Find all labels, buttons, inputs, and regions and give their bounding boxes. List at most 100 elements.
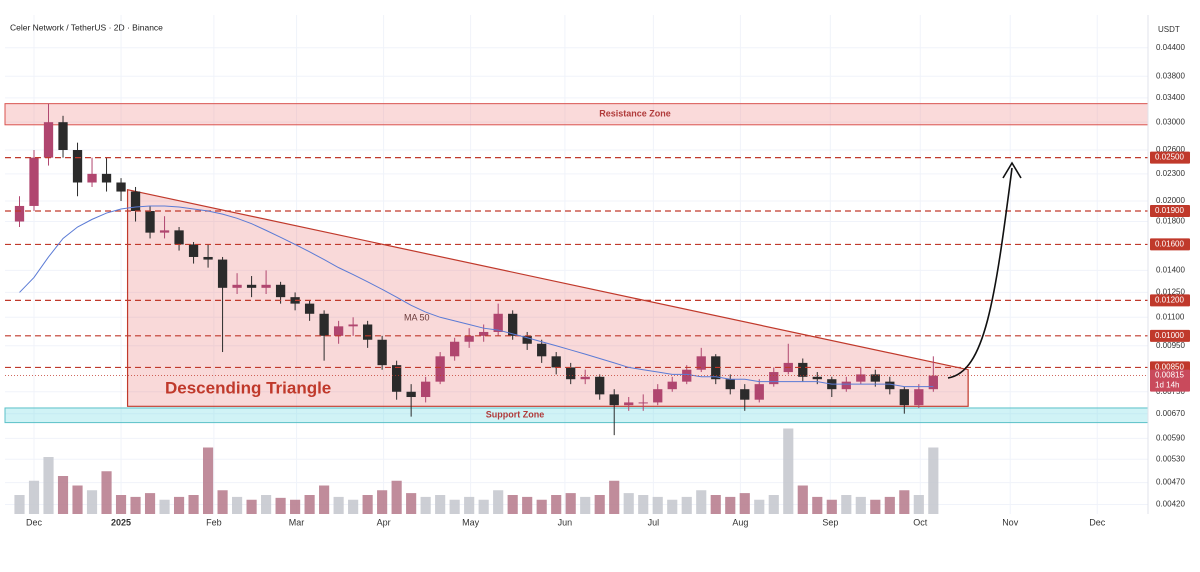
volume-bar (202, 447, 214, 514)
candle-body (595, 376, 605, 395)
volume-bar (362, 495, 373, 514)
volume-bar (232, 496, 243, 514)
y-tick-label: 0.00470 (1156, 478, 1185, 487)
resistance-zone (4, 103, 1149, 126)
last-price-box (1150, 369, 1190, 392)
candles (14, 103, 938, 436)
candle-body (435, 356, 445, 382)
candle-body (188, 244, 199, 257)
projection-arrow (947, 167, 1013, 379)
candle-body (348, 324, 358, 327)
volume-bar (144, 493, 156, 514)
volume-bar (348, 499, 359, 514)
volume-bar (565, 493, 576, 514)
volume-bar (855, 496, 866, 514)
candle-body (319, 313, 329, 336)
x-tick-label: 2025 (111, 517, 131, 527)
candle-body (377, 339, 387, 366)
volume-bar (14, 495, 25, 514)
volume-bar (710, 495, 721, 514)
candle-body (406, 391, 416, 398)
volume-bar (333, 496, 344, 514)
candle-body (130, 191, 141, 212)
volume-bar (768, 495, 779, 514)
volume-bar (638, 495, 649, 514)
grid (5, 15, 1148, 514)
level-label-box (1150, 238, 1190, 251)
candle-body (391, 365, 402, 392)
candle-body (638, 402, 648, 404)
resistance-zone-label: Resistance Zone (599, 109, 671, 119)
volume-bar (159, 499, 170, 514)
volume-bar (449, 499, 460, 514)
x-tick-label: Dec (1089, 517, 1106, 527)
volume-bar (420, 496, 431, 514)
y-tick-label: 0.01250 (1156, 288, 1185, 297)
candle-body (841, 381, 851, 390)
candle-body (232, 284, 242, 288)
candle-body (43, 122, 54, 158)
axis-unit: USDT (1158, 25, 1180, 34)
candle-body (174, 230, 184, 245)
x-tick-label: Sep (822, 517, 838, 527)
candle-body (362, 324, 373, 340)
volume-bar (377, 490, 388, 514)
x-tick-label: Mar (289, 517, 305, 527)
x-tick-label: Jul (648, 517, 660, 527)
last-price-label: 0.00815 (1155, 371, 1184, 380)
candle-body (479, 331, 489, 336)
volume-bar (551, 495, 562, 514)
volume-bar (290, 499, 301, 514)
candle-body (145, 211, 155, 233)
volume-bar (609, 480, 620, 514)
volume-bar (406, 493, 417, 514)
volume-bar (783, 428, 794, 514)
y-tick-label: 0.02300 (1156, 169, 1185, 178)
y-tick-label: 0.02000 (1156, 196, 1185, 205)
candle-body (551, 356, 561, 368)
level-label: 0.01200 (1155, 295, 1184, 304)
level-label: 0.02500 (1155, 153, 1184, 162)
candle-body (72, 150, 83, 183)
candle-body (275, 284, 286, 298)
candle-body (537, 343, 547, 357)
candle-body (667, 381, 677, 390)
level-label: 0.01900 (1155, 206, 1184, 215)
candle-body (769, 372, 779, 385)
x-tick-label: Feb (206, 517, 222, 527)
x-tick-label: Jun (558, 517, 573, 527)
y-tick-label: 0.01400 (1156, 265, 1185, 274)
candle-body (653, 389, 663, 403)
axis: 0.04400 0.03800 0.03400 0.03000 0.02600 0.023… (26, 43, 1190, 527)
volume-bar (507, 495, 518, 514)
x-tick-label: Aug (732, 517, 748, 527)
volume (14, 428, 939, 514)
candle-body (203, 256, 213, 260)
candle-body (493, 313, 503, 332)
volume-bar (275, 497, 286, 514)
volume-bar (797, 485, 808, 514)
candle-body (580, 376, 590, 380)
volume-bar (580, 496, 591, 514)
volume-bar (899, 490, 910, 514)
candle-body (740, 389, 750, 400)
y-tick-label: 0.03400 (1156, 93, 1185, 102)
candle-body (624, 402, 634, 406)
y-tick-label: 0.03000 (1156, 117, 1185, 126)
volume-bar (391, 480, 402, 514)
x-tick-label: Nov (1002, 517, 1019, 527)
volume-bar (928, 447, 939, 514)
candle-body (421, 381, 431, 398)
y-tick-label: 0.01100 (1156, 312, 1185, 321)
volume-bar (319, 485, 330, 514)
y-tick-label: 0.04400 (1156, 43, 1185, 52)
volume-bar (217, 490, 228, 514)
volume-bar (623, 493, 634, 514)
candle-body (101, 173, 112, 183)
y-tick-label: 0.00590 (1156, 434, 1185, 443)
level-label: 0.01600 (1155, 240, 1184, 249)
candle-body (159, 230, 170, 233)
candle-body (812, 376, 822, 380)
volume-bar (86, 490, 98, 514)
